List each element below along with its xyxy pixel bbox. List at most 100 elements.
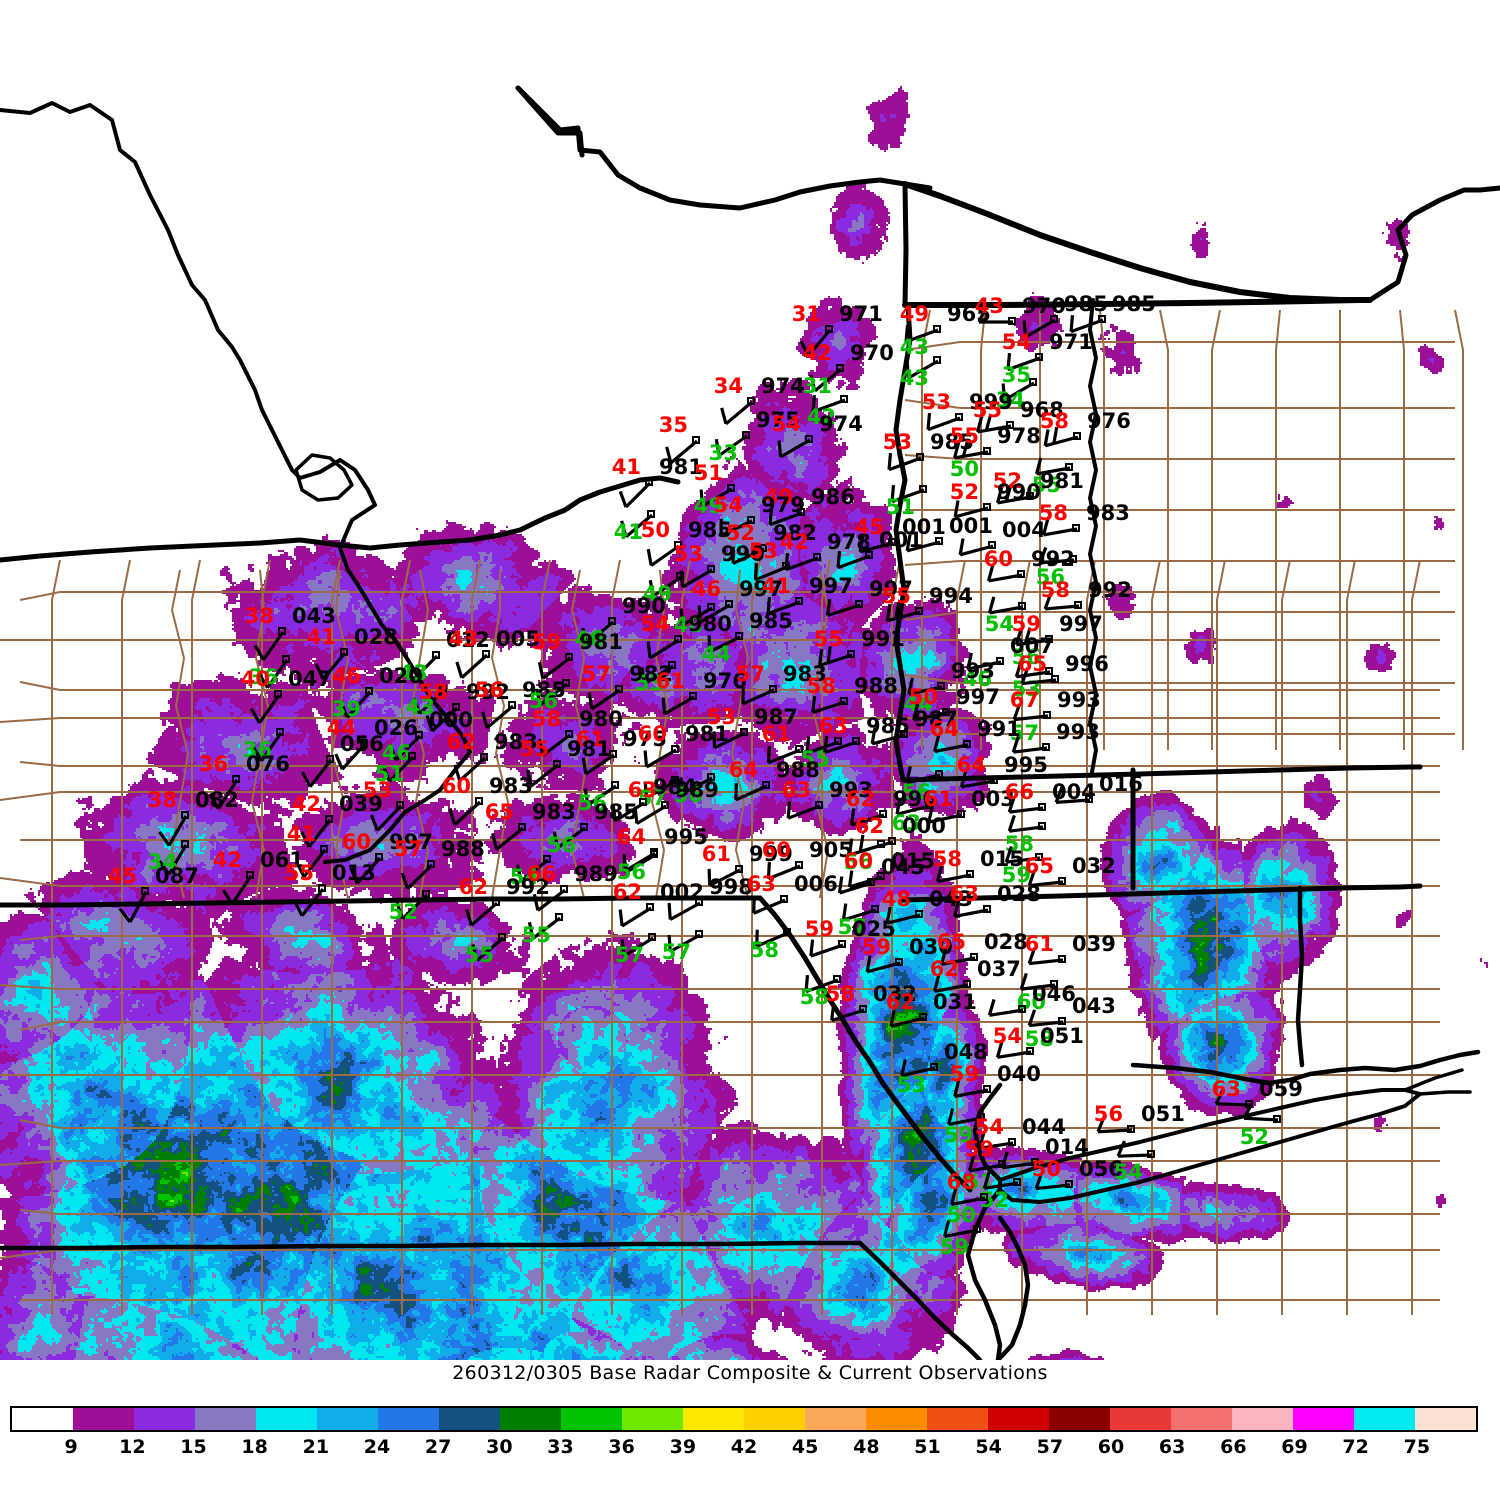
station-dewpoint: 58 xyxy=(749,938,779,962)
map-panel[interactable]: 31 971 49 43 965 43 970 985 985 42 31 970 43 54 35 971 3… xyxy=(0,0,1500,1360)
station-temperature: 43 xyxy=(448,627,478,651)
station-marker-icon xyxy=(1008,1138,1016,1146)
station-temperature: 53 xyxy=(362,778,392,802)
wind-barb-shaft xyxy=(167,844,188,876)
colorbar-swatch xyxy=(805,1408,866,1430)
wind-barb-flag xyxy=(257,672,269,689)
wind-barb-flag xyxy=(222,889,234,906)
station-marker-icon xyxy=(925,801,933,809)
page-title: 260312/0305 Base Radar Composite & Curre… xyxy=(452,1362,1048,1384)
station-pressure: 082 xyxy=(195,788,239,812)
station-marker-icon xyxy=(900,730,908,738)
station-pressure: 991 xyxy=(977,717,1021,741)
station-marker-icon xyxy=(983,905,991,913)
state-border-path xyxy=(0,895,763,908)
station-marker-icon xyxy=(747,397,755,405)
wind-barb-shaft xyxy=(839,881,873,895)
station-marker-icon xyxy=(1098,315,1106,323)
station-temperature: 31 xyxy=(791,302,821,326)
wind-barb-flag xyxy=(118,907,132,923)
wind-barb-flag xyxy=(481,711,489,729)
station-pressure: 030 xyxy=(909,935,953,959)
station-marker-icon xyxy=(1018,602,1026,610)
wind-barb-shaft xyxy=(649,638,680,660)
wind-barb-shaft xyxy=(901,1066,936,1078)
station-temperature: 46 xyxy=(691,577,721,601)
station-temperature: 52 xyxy=(992,469,1022,493)
county-border-path xyxy=(19,761,1440,767)
wind-barb-shaft xyxy=(346,690,372,719)
wind-barb-shaft xyxy=(530,763,559,788)
station-marker-icon xyxy=(727,484,735,492)
colorbar-tick-label: 33 xyxy=(547,1436,574,1458)
wind-barb-flag xyxy=(804,974,810,992)
wind-barb-shaft xyxy=(624,481,652,509)
station-pressure: 990 xyxy=(997,480,1041,504)
colorbar-swatches xyxy=(10,1406,1478,1432)
wind-barb-shaft xyxy=(954,506,989,519)
colorbar-swatch xyxy=(622,1408,683,1430)
radar-reflectivity-layer xyxy=(0,0,1500,1360)
county-border-path xyxy=(51,559,61,1315)
station-marker-icon xyxy=(937,682,945,690)
station-dewpoint: 56 xyxy=(577,791,607,815)
station-temperature: 53 xyxy=(921,390,951,414)
wind-barb-flag xyxy=(870,727,877,745)
station-pressure: 025 xyxy=(852,917,896,941)
county-boundaries xyxy=(0,309,1464,1315)
station-temperature: 53 xyxy=(748,539,778,563)
wind-barb-shaft xyxy=(886,913,921,925)
station-dewpoint: 43 xyxy=(899,366,929,390)
station-marker-icon xyxy=(1006,421,1014,429)
station-marker-icon xyxy=(560,885,568,893)
wind-barb-shaft xyxy=(258,694,281,724)
station-marker-icon xyxy=(833,975,841,983)
station-temperature: 58 xyxy=(418,680,448,704)
wind-barb-flag xyxy=(959,770,968,788)
county-border-path xyxy=(191,559,201,1315)
wind-barb-shaft xyxy=(989,1008,1024,1017)
station-marker-icon xyxy=(988,541,996,549)
station-temperature: 49 xyxy=(899,302,929,326)
station-marker-icon xyxy=(825,325,833,333)
station-dewpoint: 63 xyxy=(891,811,921,835)
station-marker-icon xyxy=(769,685,777,693)
station-temperature: 65 xyxy=(484,800,514,824)
wind-barb-flag xyxy=(1242,1102,1254,1119)
county-border-path xyxy=(19,681,1440,691)
wind-barb-shaft xyxy=(866,961,901,974)
station-temperature: 60 xyxy=(637,722,667,746)
state-border-path xyxy=(0,101,472,864)
state-boundaries xyxy=(0,85,1500,1360)
station-temperature: 59 xyxy=(531,630,561,654)
wind-barb-flag xyxy=(339,701,349,718)
station-temperature: 59 xyxy=(861,935,891,959)
wind-barb-flag xyxy=(1007,814,1016,832)
wind-barb-shaft xyxy=(891,488,925,504)
station-marker-icon xyxy=(1065,463,1073,471)
map-title-bar: 260312/0305 Base Radar Composite & Curre… xyxy=(0,1362,1500,1390)
station-dewpoint: 39 xyxy=(331,697,361,721)
station-temperature: 55 xyxy=(949,424,979,448)
station-marker-icon xyxy=(325,815,333,823)
station-pressure: 001 xyxy=(902,515,946,539)
station-pressure: 056 xyxy=(1079,1157,1123,1181)
wind-barb-flag xyxy=(552,831,560,849)
colorbar-tick-label: 27 xyxy=(424,1436,452,1458)
station-marker-icon xyxy=(1073,432,1081,440)
colorbar-tick-label: 9 xyxy=(64,1436,78,1458)
wind-barb-shaft xyxy=(531,916,561,940)
station-pressure: 970 xyxy=(850,341,894,365)
wind-barb-flag xyxy=(1004,845,1013,863)
colorbar-swatch xyxy=(683,1408,744,1430)
station-marker-icon xyxy=(1072,524,1080,532)
station-pressure: 051 xyxy=(1040,1024,1084,1048)
state-border-path xyxy=(902,181,909,308)
county-border-path xyxy=(261,559,271,1315)
wind-barb-flag xyxy=(425,714,434,732)
wind-barb-flag xyxy=(1014,660,1023,678)
station-marker-icon xyxy=(1069,555,1077,563)
wind-barb-flag xyxy=(532,893,540,911)
wind-barb-flag xyxy=(412,697,422,715)
wind-barb-shaft xyxy=(767,600,801,616)
